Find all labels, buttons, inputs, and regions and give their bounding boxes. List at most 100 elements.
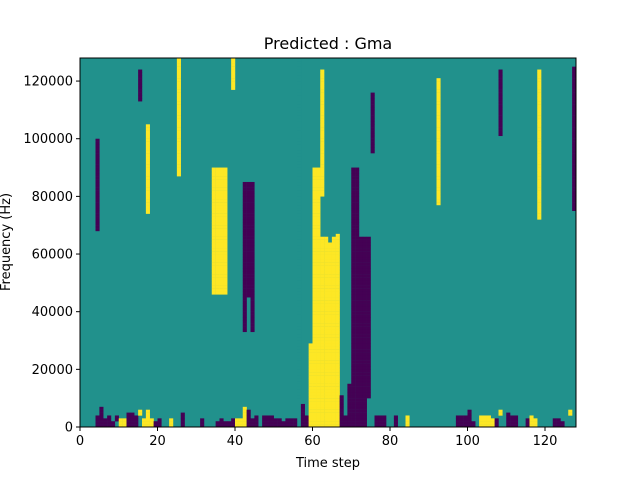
heatmap-cell — [114, 415, 119, 419]
heatmap-cell — [215, 181, 220, 186]
heatmap-cell — [359, 366, 364, 370]
heatmap-cell — [324, 311, 329, 315]
heatmap-cell — [382, 415, 387, 419]
heatmap-cell — [95, 173, 100, 177]
heatmap-cell — [126, 421, 131, 425]
heatmap-cell — [351, 222, 356, 226]
heatmap-cell — [362, 279, 367, 284]
heatmap-cell — [215, 274, 220, 278]
heatmap-cell — [331, 346, 336, 350]
heatmap-cell — [355, 308, 360, 312]
heatmap-cell — [246, 274, 251, 278]
heatmap-cell — [355, 401, 360, 405]
heatmap-cell — [262, 418, 267, 422]
x-axis-label: Time step — [295, 456, 360, 471]
heatmap-cell — [362, 369, 367, 373]
heatmap-cell — [498, 72, 503, 76]
heatmap-cell — [250, 297, 255, 301]
heatmap-cell — [486, 415, 491, 419]
heatmap-cell — [312, 205, 317, 209]
heatmap-cell — [219, 256, 224, 260]
heatmap-cell — [277, 421, 282, 425]
heatmap-cell — [145, 173, 150, 177]
heatmap-cell — [362, 415, 367, 419]
heatmap-cell — [335, 308, 340, 312]
heatmap-cell — [242, 314, 247, 318]
heatmap-cell — [359, 328, 364, 333]
heatmap-cell — [223, 239, 228, 243]
heatmap-cell — [359, 320, 364, 324]
heatmap-cell — [316, 326, 321, 330]
heatmap-cell — [351, 259, 356, 263]
heatmap-cell — [324, 380, 329, 384]
heatmap-cell — [316, 294, 321, 298]
heatmap-cell — [355, 386, 360, 390]
heatmap-cell — [351, 389, 356, 393]
heatmap-cell — [331, 305, 336, 309]
heatmap-cell — [250, 285, 255, 289]
heatmap-cell — [145, 187, 150, 191]
heatmap-cell — [215, 265, 220, 269]
heatmap-cell — [250, 303, 255, 307]
heatmap-cell — [351, 187, 356, 191]
heatmap-cell — [331, 328, 336, 333]
heatmap-cell — [331, 357, 336, 361]
heatmap-cell — [250, 216, 255, 220]
heatmap-cell — [316, 383, 321, 387]
heatmap-cell — [215, 262, 220, 266]
heatmap-cell — [145, 156, 150, 160]
heatmap-cell — [552, 418, 557, 422]
heatmap-cell — [347, 409, 352, 413]
heatmap-cell — [537, 101, 542, 105]
heatmap-cell — [320, 300, 325, 304]
heatmap-cell — [316, 340, 321, 344]
heatmap-cell — [366, 254, 371, 258]
heatmap-cell — [223, 207, 228, 211]
heatmap-cell — [331, 398, 336, 402]
heatmap-cell — [359, 369, 364, 373]
heatmap-cell — [297, 156, 302, 160]
heatmap-cell — [328, 383, 333, 387]
heatmap-cell — [498, 81, 503, 85]
heatmap-cell — [246, 187, 251, 191]
heatmap-cell — [297, 297, 302, 301]
heatmap-cell — [351, 424, 356, 428]
heatmap-cell — [351, 190, 356, 194]
heatmap-cell — [362, 424, 367, 428]
heatmap-cell — [316, 199, 321, 203]
heatmap-cell — [169, 418, 174, 422]
heatmap-cell — [436, 190, 441, 194]
heatmap-cell — [572, 207, 577, 211]
heatmap-cell — [320, 104, 325, 108]
heatmap-cell — [242, 202, 247, 206]
heatmap-cell — [308, 343, 313, 347]
heatmap-cell — [362, 256, 367, 260]
heatmap-cell — [215, 202, 220, 206]
heatmap-cell — [320, 262, 325, 266]
heatmap-cell — [312, 213, 317, 217]
heatmap-cell — [328, 291, 333, 295]
heatmap-cell — [572, 161, 577, 165]
heatmap-cell — [316, 331, 321, 335]
heatmap-cell — [316, 179, 321, 183]
heatmap-cell — [335, 317, 340, 321]
heatmap-cell — [362, 412, 367, 416]
heatmap-cell — [320, 274, 325, 278]
heatmap-cell — [297, 130, 302, 134]
heatmap-cell — [355, 291, 360, 295]
heatmap-cell — [254, 424, 259, 428]
heatmap-cell — [297, 205, 302, 209]
heatmap-cell — [331, 282, 336, 286]
heatmap-cell — [242, 242, 247, 246]
heatmap-cell — [312, 176, 317, 180]
heatmap-cell — [498, 109, 503, 113]
heatmap-cell — [533, 424, 538, 428]
heatmap-cell — [211, 179, 216, 183]
heatmap-cell — [273, 421, 278, 425]
heatmap-cell — [316, 300, 321, 304]
heatmap-cell — [297, 141, 302, 145]
heatmap-cell — [297, 354, 302, 359]
heatmap-cell — [308, 369, 313, 373]
heatmap-cell — [335, 354, 340, 359]
heatmap-cell — [320, 239, 325, 243]
